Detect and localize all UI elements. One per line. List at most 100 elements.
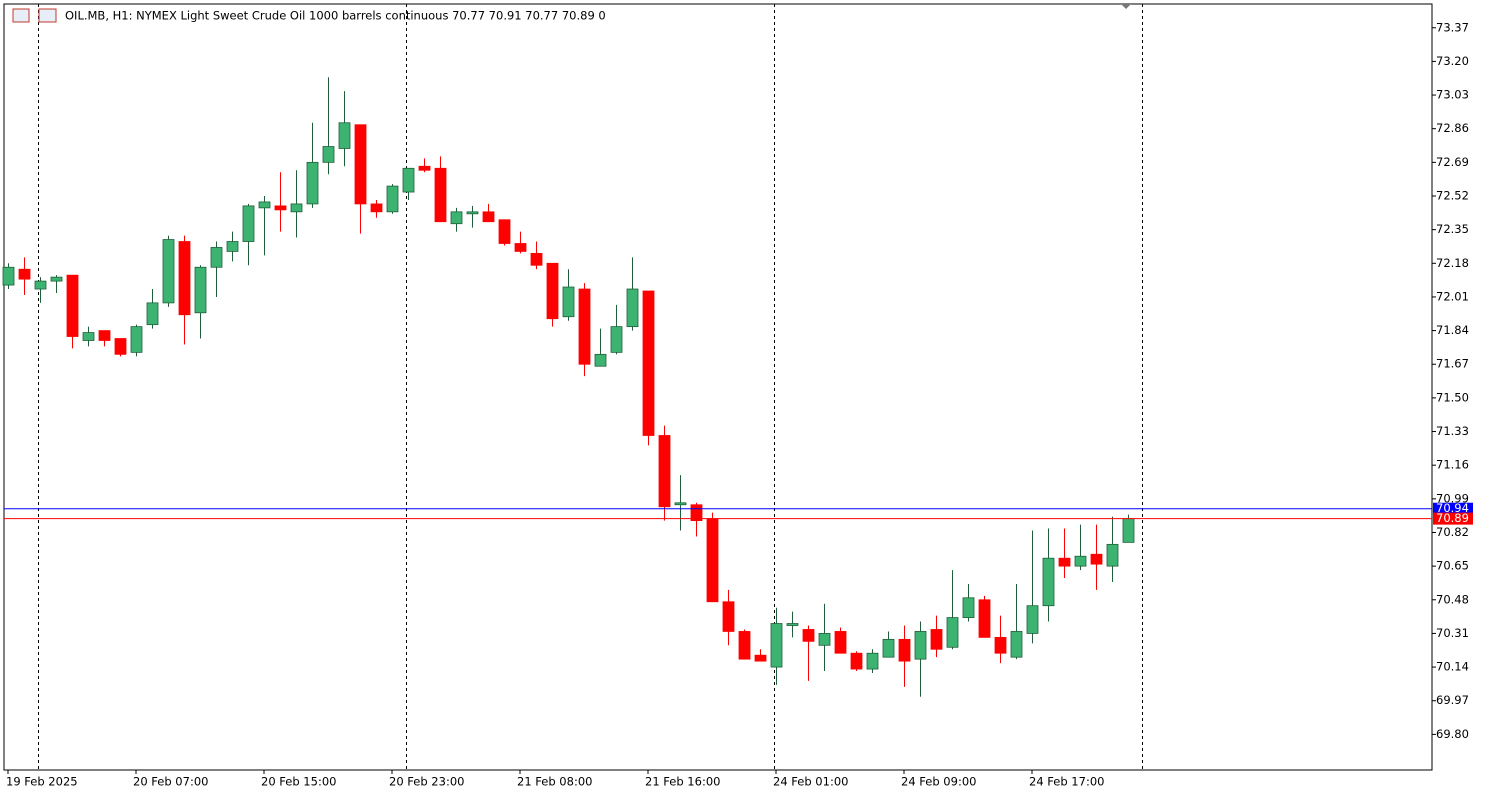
candle-body (1010, 631, 1023, 658)
candle-body (962, 597, 975, 618)
candle-body (66, 274, 79, 337)
candle-body (338, 122, 351, 149)
y-tick-label: 73.20 (1436, 54, 1469, 68)
toolbar-icons[interactable] (12, 8, 57, 23)
candle-body (402, 167, 415, 193)
price-label: 70.89 (1436, 511, 1469, 525)
candle-body (786, 623, 799, 626)
candle-body (1042, 557, 1055, 607)
x-tick-label: 19 Feb 2025 (6, 775, 78, 789)
candle-body (1106, 543, 1119, 567)
y-tick-label: 71.84 (1436, 323, 1469, 337)
candle-body (418, 165, 431, 171)
candle-body (514, 243, 527, 252)
y-tick-label: 72.86 (1436, 121, 1469, 135)
candle-body (322, 146, 335, 163)
x-tick-label: 20 Feb 23:00 (389, 775, 464, 789)
candle-body (386, 185, 399, 213)
candle-body (546, 262, 559, 320)
candle-body (898, 638, 911, 662)
y-tick-label: 70.82 (1436, 525, 1469, 539)
y-tick-label: 69.80 (1436, 727, 1469, 741)
y-tick-label: 72.52 (1436, 188, 1469, 202)
candle-body (1026, 605, 1039, 634)
candle-body (658, 435, 671, 508)
y-tick-label: 71.33 (1436, 424, 1469, 438)
y-tick-label: 72.18 (1436, 256, 1469, 270)
price-label-bg (1433, 512, 1473, 525)
candle-body (690, 504, 703, 522)
y-tick-label: 70.99 (1436, 491, 1469, 505)
price-label: 70.94 (1436, 501, 1469, 515)
candle-body (274, 205, 287, 211)
candle-body (722, 601, 735, 632)
candle-body (850, 652, 863, 670)
candle-body (226, 241, 239, 252)
candle-body (1058, 557, 1071, 567)
y-tick-label: 70.65 (1436, 559, 1469, 573)
candle-body (258, 201, 271, 209)
candle-body (1074, 555, 1087, 567)
chart-title: OIL.MB, H1: NYMEX Light Sweet Crude Oil … (65, 9, 606, 23)
y-tick-label: 72.35 (1436, 222, 1469, 236)
candle-body (978, 599, 991, 638)
candle-body (2, 266, 15, 286)
icon-chart[interactable] (38, 8, 57, 23)
candle-body (34, 280, 47, 290)
candle-body (626, 288, 639, 328)
candle-body (946, 617, 959, 648)
candle-body (98, 330, 111, 341)
candle-body (674, 502, 687, 506)
candle-body (242, 205, 255, 242)
candle-body (642, 290, 655, 436)
candle-body (290, 203, 303, 213)
candle-body (994, 636, 1007, 654)
x-tick-label: 20 Feb 15:00 (261, 775, 336, 789)
y-tick-label: 73.03 (1436, 88, 1469, 102)
candle-body (434, 167, 447, 223)
candle-body (802, 629, 815, 642)
candle-body (210, 247, 223, 268)
candle-body (914, 631, 927, 660)
y-tick-label: 72.69 (1436, 155, 1469, 169)
shift-marker (1121, 4, 1131, 9)
y-tick-label: 71.67 (1436, 357, 1469, 371)
candle-body (818, 633, 831, 646)
candle-body (130, 326, 143, 353)
candle-body (466, 211, 479, 215)
y-tick-label: 70.14 (1436, 660, 1469, 674)
candle-body (1122, 518, 1135, 543)
y-tick-label: 71.16 (1436, 458, 1469, 472)
candle-body (562, 286, 575, 318)
candle-body (370, 203, 383, 213)
y-tick-label: 71.50 (1436, 390, 1469, 404)
x-tick-label: 24 Feb 01:00 (773, 775, 848, 789)
x-tick-label: 20 Feb 07:00 (133, 775, 208, 789)
candle-body (178, 241, 191, 316)
y-tick-label: 73.37 (1436, 20, 1469, 34)
candle-body (194, 266, 207, 314)
x-tick-label: 24 Feb 09:00 (901, 775, 976, 789)
y-tick-label: 70.48 (1436, 592, 1469, 606)
candle-body (770, 623, 783, 668)
candle-body (482, 211, 495, 223)
x-tick-label: 21 Feb 16:00 (645, 775, 720, 789)
candle-body (162, 239, 175, 304)
plot-frame (3, 3, 1433, 771)
candle-body (354, 124, 367, 205)
candle-body (450, 211, 463, 225)
candle-body (498, 219, 511, 244)
x-tick-label: 21 Feb 08:00 (517, 775, 592, 789)
candle-body (882, 638, 895, 658)
candle-body (114, 338, 127, 355)
candle-body (610, 326, 623, 353)
candle-body (578, 288, 591, 365)
candle-body (594, 353, 607, 367)
candle-body (866, 652, 879, 670)
y-tick-label: 72.01 (1436, 289, 1469, 303)
candle-body (930, 629, 943, 650)
candle-body (706, 518, 719, 603)
icon-list[interactable] (12, 8, 30, 23)
y-tick-label: 70.31 (1436, 626, 1469, 640)
